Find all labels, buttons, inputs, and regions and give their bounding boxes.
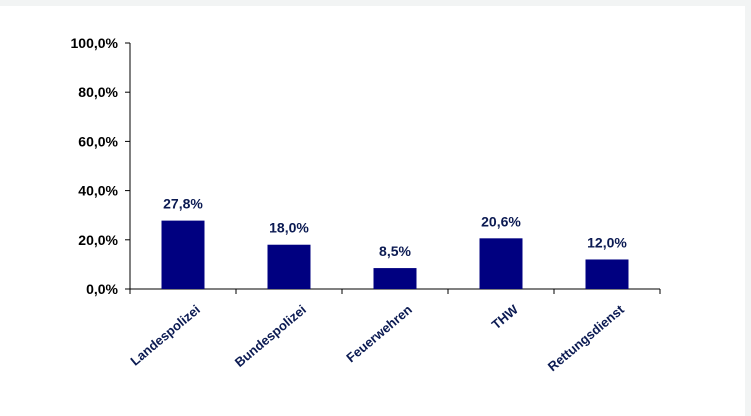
y-tick-label: 0,0%	[86, 281, 118, 297]
y-tick-label: 40,0%	[78, 183, 118, 199]
bar-value-label: 8,5%	[379, 243, 411, 259]
category-label: Bundespolizei	[232, 302, 309, 370]
y-axis: 0,0% 20,0% 40,0% 60,0% 80,0% 100,0%	[71, 35, 131, 297]
bars	[161, 220, 629, 289]
bar	[161, 220, 205, 289]
y-tick-label: 60,0%	[78, 133, 118, 149]
y-tick-label: 80,0%	[78, 84, 118, 100]
category-label: THW	[489, 301, 522, 332]
x-axis	[129, 288, 661, 294]
bar-value-label: 27,8%	[163, 196, 203, 212]
category-label: Landespolizei	[127, 302, 202, 369]
bar-value-label: 12,0%	[587, 234, 627, 250]
y-tick-label: 100,0%	[71, 35, 119, 51]
bar	[479, 238, 523, 289]
bar	[373, 268, 417, 289]
data-labels: 27,8% 18,0% 8,5% 20,6% 12,0%	[163, 196, 627, 259]
bar	[267, 244, 311, 289]
bar-value-label: 20,6%	[481, 213, 521, 229]
category-label: Rettungsdienst	[545, 301, 628, 374]
bar	[585, 259, 629, 289]
y-tick-label: 20,0%	[78, 232, 118, 248]
category-label: Feuerwehren	[343, 302, 415, 366]
category-labels: Landespolizei Bundespolizei Feuerwehren THW…	[127, 301, 627, 374]
bar-value-label: 18,0%	[269, 220, 309, 236]
